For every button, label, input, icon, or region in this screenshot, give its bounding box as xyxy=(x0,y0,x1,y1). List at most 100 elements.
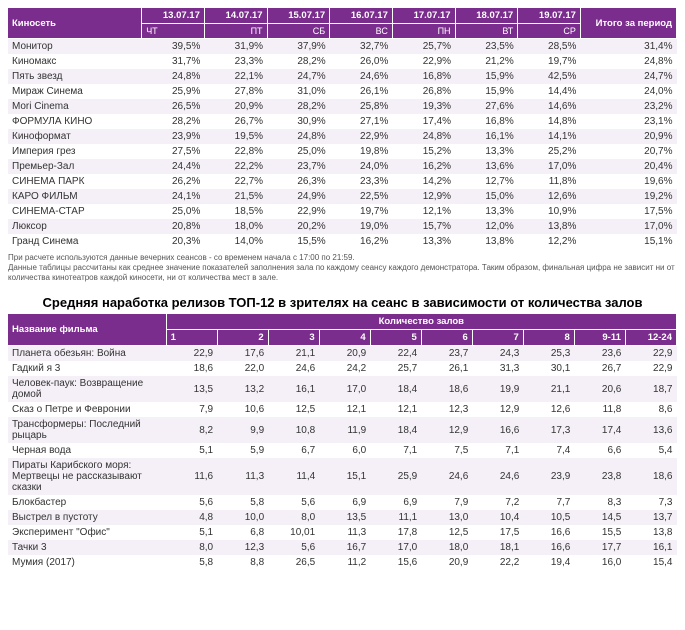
row-name: Премьер-Зал xyxy=(8,159,142,174)
cell-value: 23,8 xyxy=(574,458,625,495)
cell-value: 22,4 xyxy=(370,346,421,362)
table-row: Блокбастер5,65,85,66,96,97,97,27,78,37,3 xyxy=(8,495,677,510)
cell-value: 12,5 xyxy=(421,525,472,540)
cell-value: 28,2% xyxy=(142,114,205,129)
cell-value: 31,7% xyxy=(142,54,205,69)
cell-value: 18,1 xyxy=(472,540,523,555)
table-row: Человек-паук: Возвращение домой13,513,21… xyxy=(8,376,677,402)
cell-value: 7,2 xyxy=(472,495,523,510)
t2-col: 3 xyxy=(268,330,319,346)
cell-value: 11,2 xyxy=(319,555,370,570)
cell-value: 7,7 xyxy=(523,495,574,510)
row-total: 20,9% xyxy=(580,129,676,144)
cell-value: 28,2% xyxy=(267,99,330,114)
t2-group: Количество залов xyxy=(166,314,676,330)
cell-value: 10,8 xyxy=(268,417,319,443)
t1-date-4: 17.07.17 xyxy=(392,8,455,24)
cell-value: 20,8% xyxy=(142,219,205,234)
table-row: Киноформат23,9%19,5%24,8%22,9%24,8%16,1%… xyxy=(8,129,677,144)
t2-head: Название фильма Количество залов 1234567… xyxy=(8,314,677,346)
cell-value: 23,3% xyxy=(330,174,393,189)
cell-value: 27,1% xyxy=(330,114,393,129)
cell-value: 13,8% xyxy=(455,234,518,249)
row-name: Трансформеры: Последний рыцарь xyxy=(8,417,166,443)
cell-value: 25,8% xyxy=(330,99,393,114)
t1-wd-3: ВС xyxy=(330,24,393,39)
cell-value: 30,1 xyxy=(523,361,574,376)
cell-value: 15,5 xyxy=(574,525,625,540)
cell-value: 25,7% xyxy=(392,39,455,55)
cell-value: 22,8% xyxy=(204,144,267,159)
cell-value: 25,0% xyxy=(267,144,330,159)
row-name: Мираж Синема xyxy=(8,84,142,99)
cell-value: 22,1% xyxy=(204,69,267,84)
table-row: Люксор20,8%18,0%20,2%19,0%15,7%12,0%13,8… xyxy=(8,219,677,234)
row-name: Империя грез xyxy=(8,144,142,159)
cell-value: 23,9% xyxy=(142,129,205,144)
cell-value: 22,5% xyxy=(330,189,393,204)
row-name: Киномакс xyxy=(8,54,142,69)
cell-value: 8,0 xyxy=(268,510,319,525)
table-row: Монитор39,5%31,9%37,9%32,7%25,7%23,5%28,… xyxy=(8,39,677,55)
cell-value: 28,2% xyxy=(267,54,330,69)
t1-wd-2: СБ xyxy=(267,24,330,39)
t2-col: 1 xyxy=(166,330,217,346)
cell-value: 25,3 xyxy=(523,346,574,362)
cell-value: 12,1 xyxy=(319,402,370,417)
cell-value: 13,2 xyxy=(217,376,268,402)
row-total: 24,7% xyxy=(580,69,676,84)
cell-value: 21,5% xyxy=(204,189,267,204)
cell-value: 26,7 xyxy=(574,361,625,376)
cell-value: 24,8% xyxy=(142,69,205,84)
cell-value: 24,8% xyxy=(392,129,455,144)
cell-value: 16,8% xyxy=(455,114,518,129)
cell-value: 19,7% xyxy=(330,204,393,219)
row-name: Тачки 3 xyxy=(8,540,166,555)
cell-value: 12,7% xyxy=(455,174,518,189)
cell-value: 5,4 xyxy=(625,443,676,458)
row-name: Эксперимент "Офис" xyxy=(8,525,166,540)
cell-value: 17,4% xyxy=(392,114,455,129)
cell-value: 13,5 xyxy=(166,376,217,402)
cell-value: 24,6% xyxy=(330,69,393,84)
cell-value: 19,8% xyxy=(330,144,393,159)
table-row: КАРО ФИЛЬМ24,1%21,5%24,9%22,5%12,9%15,0%… xyxy=(8,189,677,204)
movie-avg-table: Название фильма Количество залов 1234567… xyxy=(8,314,677,570)
cell-value: 25,0% xyxy=(142,204,205,219)
row-total: 20,4% xyxy=(580,159,676,174)
t2-col: 8 xyxy=(523,330,574,346)
table-row: Тачки 38,012,35,616,717,018,018,116,617,… xyxy=(8,540,677,555)
row-name: КАРО ФИЛЬМ xyxy=(8,189,142,204)
cell-value: 16,8% xyxy=(392,69,455,84)
cell-value: 16,2% xyxy=(330,234,393,249)
cell-value: 17,0 xyxy=(319,376,370,402)
table-row: Премьер-Зал24,4%22,2%23,7%24,0%16,2%13,6… xyxy=(8,159,677,174)
cell-value: 31,3 xyxy=(472,361,523,376)
table-row: СИНЕМА ПАРК26,2%22,7%26,3%23,3%14,2%12,7… xyxy=(8,174,677,189)
cell-value: 26,3% xyxy=(267,174,330,189)
cell-value: 19,4 xyxy=(523,555,574,570)
cell-value: 12,9 xyxy=(472,402,523,417)
row-name: Гранд Синема xyxy=(8,234,142,249)
row-name: Киноформат xyxy=(8,129,142,144)
row-total: 17,5% xyxy=(580,204,676,219)
cell-value: 5,6 xyxy=(268,495,319,510)
cell-value: 19,5% xyxy=(204,129,267,144)
cell-value: 24,0% xyxy=(330,159,393,174)
cell-value: 31,9% xyxy=(204,39,267,55)
row-name: Планета обезьян: Война xyxy=(8,346,166,362)
t1-footnote-1: При расчете используются данные вечерних… xyxy=(8,253,677,263)
cell-value: 13,3% xyxy=(455,144,518,159)
cell-value: 26,1 xyxy=(421,361,472,376)
cell-value: 20,9% xyxy=(204,99,267,114)
cell-value: 18,4 xyxy=(370,376,421,402)
cell-value: 11,6 xyxy=(166,458,217,495)
cell-value: 14,8% xyxy=(518,114,581,129)
cell-value: 20,9 xyxy=(421,555,472,570)
t1-footnote-2: Данные таблицы рассчитаны как среднее зн… xyxy=(8,263,677,283)
cell-value: 14,4% xyxy=(518,84,581,99)
t1-date-2: 15.07.17 xyxy=(267,8,330,24)
cell-value: 24,7% xyxy=(267,69,330,84)
cell-value: 22,9 xyxy=(625,346,676,362)
cell-value: 16,6 xyxy=(523,525,574,540)
